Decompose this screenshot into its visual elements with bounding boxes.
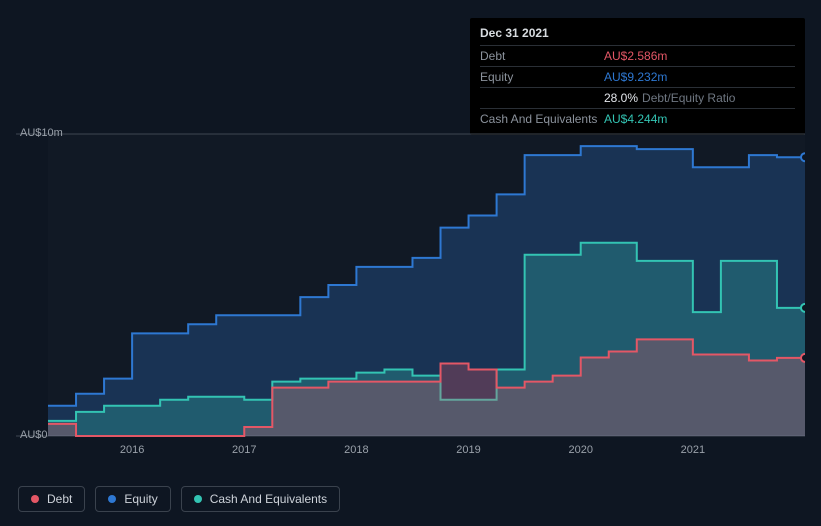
x-tick: 2016 xyxy=(120,444,144,456)
legend-label: Debt xyxy=(47,492,72,506)
legend-label: Equity xyxy=(124,492,157,506)
legend-dot xyxy=(31,495,39,503)
legend-item-cash-and-equivalents[interactable]: Cash And Equivalents xyxy=(181,486,340,512)
tooltip-extra: Debt/Equity Ratio xyxy=(642,89,735,107)
tooltip-label: Equity xyxy=(480,68,604,86)
tooltip-value: AU$2.586m xyxy=(604,47,667,65)
tooltip-date: Dec 31 2021 xyxy=(480,24,795,45)
y-label: AU$0 xyxy=(20,429,48,441)
legend-dot xyxy=(194,495,202,503)
debt-equity-chart: AU$10mAU$0 201620172018201920202021 xyxy=(16,120,805,440)
tooltip-value: AU$9.232m xyxy=(604,68,667,86)
legend-dot xyxy=(108,495,116,503)
chart-tooltip: Dec 31 2021DebtAU$2.586mEquityAU$9.232m2… xyxy=(470,18,805,135)
end-dot-equity xyxy=(801,153,805,161)
tooltip-value: 28.0% xyxy=(604,89,638,107)
chart-legend: Debt Equity Cash And Equivalents xyxy=(18,486,340,512)
x-axis-labels: 2016 2017 2018 2019 2020 2021 xyxy=(16,444,805,460)
x-tick: 2018 xyxy=(344,444,368,456)
chart-svg xyxy=(16,120,805,440)
x-tick: 2020 xyxy=(568,444,592,456)
x-tick: 2017 xyxy=(232,444,256,456)
legend-item-debt[interactable]: Debt xyxy=(18,486,85,512)
tooltip-label: Debt xyxy=(480,47,604,65)
x-tick: 2021 xyxy=(681,444,705,456)
end-dot-cash-and-equivalents xyxy=(801,304,805,312)
tooltip-row: EquityAU$9.232m xyxy=(480,66,795,87)
x-tick: 2019 xyxy=(456,444,480,456)
tooltip-row: DebtAU$2.586m xyxy=(480,45,795,66)
legend-item-equity[interactable]: Equity xyxy=(95,486,170,512)
tooltip-label xyxy=(480,89,604,107)
legend-label: Cash And Equivalents xyxy=(210,492,327,506)
tooltip-row: 28.0%Debt/Equity Ratio xyxy=(480,87,795,108)
y-label: AU$10m xyxy=(20,127,63,139)
end-dot-debt xyxy=(801,354,805,362)
